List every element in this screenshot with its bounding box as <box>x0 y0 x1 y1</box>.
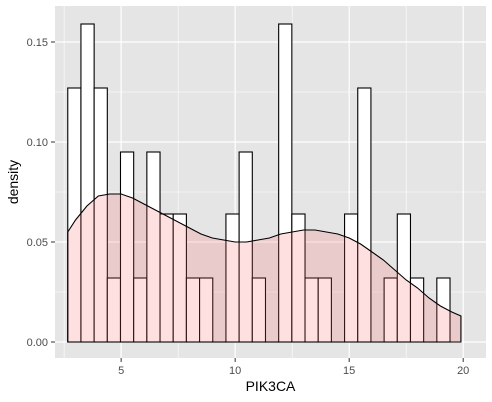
x-axis-title: PIK3CA <box>246 378 296 394</box>
density-curve <box>67 193 462 343</box>
y-tick-label: 0.05 <box>27 237 48 249</box>
y-axis-title: density <box>5 160 21 204</box>
x-tick-label: 20 <box>457 365 469 377</box>
y-tick-label: 0.15 <box>27 37 48 49</box>
y-tick-label: 0.00 <box>27 337 48 349</box>
density-area <box>67 194 461 342</box>
y-tick-label: 0.10 <box>27 137 48 149</box>
y-axis: 0.00 0.05 0.10 0.15 <box>27 37 55 349</box>
x-tick-label: 15 <box>343 365 355 377</box>
x-tick-label: 10 <box>229 365 241 377</box>
density-curve-layer <box>67 193 462 343</box>
x-tick-label: 5 <box>118 365 124 377</box>
x-axis: 5 10 15 20 <box>118 358 469 377</box>
